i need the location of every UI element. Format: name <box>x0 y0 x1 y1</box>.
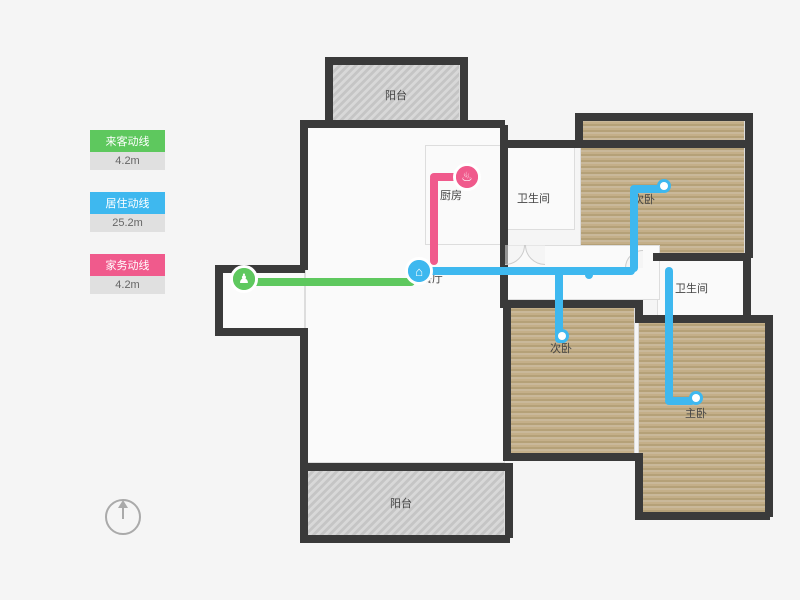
wall <box>500 125 508 305</box>
node-living_center: ⌂ <box>405 257 433 285</box>
wall <box>300 535 510 543</box>
legend-guest: 来客动线 4.2m <box>90 130 165 170</box>
room-label-kitchen: 厨房 <box>440 187 462 203</box>
node-entry: ♟ <box>230 265 258 293</box>
node-dot2 <box>555 329 569 343</box>
node-dot3 <box>689 391 703 405</box>
wall <box>743 253 751 319</box>
person-icon: ♟ <box>233 268 255 290</box>
legend-housework-value: 4.2m <box>90 276 165 294</box>
room-bath1 <box>505 145 575 230</box>
wall <box>503 453 641 461</box>
wall <box>500 140 750 148</box>
room-label-bath1: 卫生间 <box>517 190 550 206</box>
wall <box>300 463 510 471</box>
wall <box>300 120 308 270</box>
cook-icon: ♨ <box>456 166 478 188</box>
floorplan: 阳台客餐厅厨房卫生间次卧卫生间次卧主卧阳台♟⌂♨ <box>215 45 775 555</box>
node-kitchen_node: ♨ <box>453 163 481 191</box>
room-label-balcony_bottom: 阳台 <box>390 495 412 511</box>
wall <box>765 315 773 517</box>
room-bedroom_mid <box>505 303 635 458</box>
wall <box>325 57 333 123</box>
wall <box>300 463 308 538</box>
wall <box>325 57 465 65</box>
wall <box>653 253 748 261</box>
path-living <box>630 187 638 272</box>
wall <box>215 265 305 273</box>
path-living <box>415 267 635 275</box>
wall <box>300 328 308 470</box>
legend-housework: 家务动线 4.2m <box>90 254 165 294</box>
wall <box>503 300 511 458</box>
legend-living: 居住动线 25.2m <box>90 192 165 232</box>
wall <box>745 113 753 258</box>
legend-guest-value: 4.2m <box>90 152 165 170</box>
wall <box>635 512 770 520</box>
compass-icon <box>105 499 141 535</box>
node-dot1 <box>657 179 671 193</box>
room-label-bath2: 卫生间 <box>675 280 708 296</box>
wall <box>575 113 750 121</box>
wall <box>460 57 468 123</box>
wall <box>505 463 513 538</box>
wall <box>575 113 583 145</box>
path-living <box>665 267 673 402</box>
legend-living-label: 居住动线 <box>90 192 165 214</box>
wall <box>215 265 223 333</box>
wall <box>215 328 305 336</box>
room-label-bedroom_br: 主卧 <box>685 405 707 421</box>
legend-housework-label: 家务动线 <box>90 254 165 276</box>
room-label-balcony_top: 阳台 <box>385 87 407 103</box>
legend-living-value: 25.2m <box>90 214 165 232</box>
path-housework <box>430 175 438 265</box>
wall <box>635 453 643 515</box>
legend: 来客动线 4.2m 居住动线 25.2m 家务动线 4.2m <box>90 130 165 316</box>
home-icon: ⌂ <box>408 260 430 282</box>
path-living <box>585 267 593 279</box>
legend-guest-label: 来客动线 <box>90 130 165 152</box>
path-guest <box>240 278 415 286</box>
wall <box>500 300 642 308</box>
